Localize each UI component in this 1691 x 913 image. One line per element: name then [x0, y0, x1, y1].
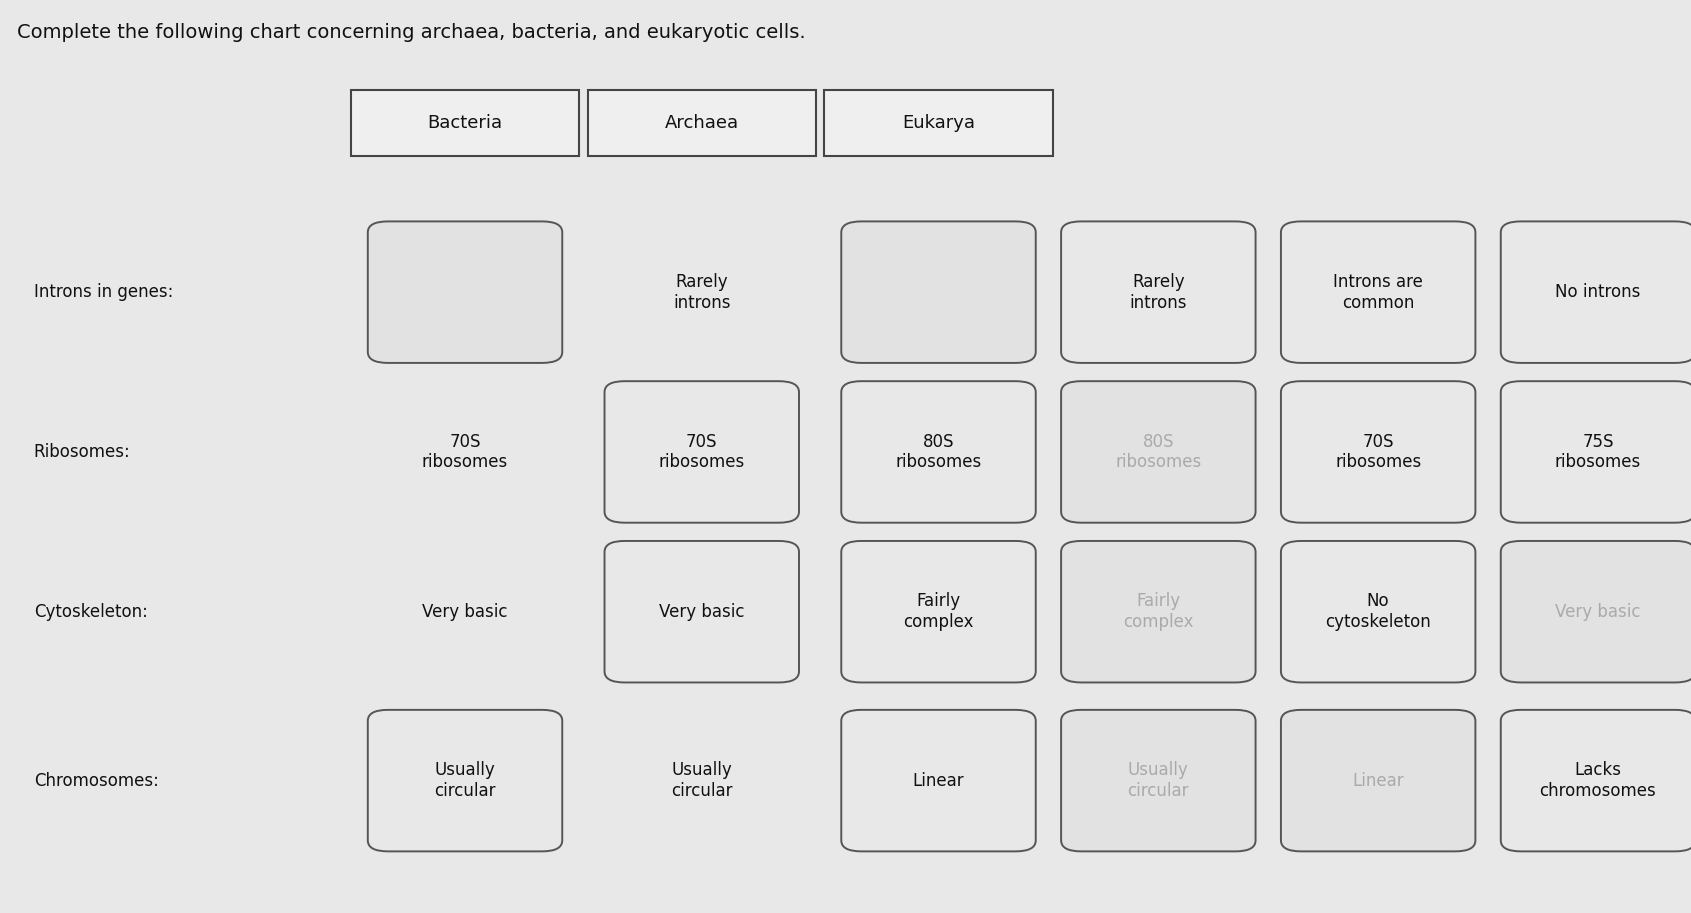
Text: No introns: No introns [1556, 283, 1640, 301]
Text: Usually
circular: Usually circular [1128, 761, 1189, 800]
Text: Introns in genes:: Introns in genes: [34, 283, 172, 301]
Text: 70S
ribosomes: 70S ribosomes [421, 433, 509, 471]
FancyBboxPatch shape [605, 382, 798, 522]
FancyBboxPatch shape [605, 540, 798, 683]
FancyBboxPatch shape [1280, 540, 1475, 683]
FancyBboxPatch shape [1502, 221, 1691, 363]
Text: Fairly
complex: Fairly complex [903, 593, 974, 631]
Text: Linear: Linear [1353, 771, 1404, 790]
Text: Archaea: Archaea [665, 114, 739, 132]
FancyBboxPatch shape [842, 382, 1035, 522]
Text: Eukarya: Eukarya [901, 114, 976, 132]
Text: Rarely
introns: Rarely introns [673, 273, 731, 311]
FancyBboxPatch shape [1062, 710, 1255, 851]
Text: Fairly
complex: Fairly complex [1123, 593, 1194, 631]
Text: 70S
ribosomes: 70S ribosomes [1334, 433, 1422, 471]
Text: Chromosomes:: Chromosomes: [34, 771, 159, 790]
FancyBboxPatch shape [369, 221, 561, 363]
FancyBboxPatch shape [369, 710, 561, 851]
FancyBboxPatch shape [1280, 382, 1475, 522]
Text: Very basic: Very basic [1556, 603, 1640, 621]
FancyBboxPatch shape [842, 710, 1035, 851]
Text: Complete the following chart concerning archaea, bacteria, and eukaryotic cells.: Complete the following chart concerning … [17, 23, 805, 42]
FancyBboxPatch shape [1062, 540, 1255, 683]
Text: Rarely
introns: Rarely introns [1130, 273, 1187, 311]
Text: Cytoskeleton:: Cytoskeleton: [34, 603, 147, 621]
Text: 80S
ribosomes: 80S ribosomes [895, 433, 982, 471]
Text: Very basic: Very basic [423, 603, 507, 621]
FancyBboxPatch shape [1062, 382, 1255, 522]
FancyBboxPatch shape [1062, 221, 1255, 363]
FancyBboxPatch shape [1502, 540, 1691, 683]
Text: No
cytoskeleton: No cytoskeleton [1326, 593, 1431, 631]
Text: Usually
circular: Usually circular [671, 761, 732, 800]
Text: Bacteria: Bacteria [428, 114, 502, 132]
FancyBboxPatch shape [1280, 221, 1475, 363]
FancyBboxPatch shape [825, 90, 1052, 156]
FancyBboxPatch shape [1280, 710, 1475, 851]
Text: Lacks
chromosomes: Lacks chromosomes [1539, 761, 1657, 800]
FancyBboxPatch shape [587, 90, 815, 156]
Text: Very basic: Very basic [659, 603, 744, 621]
FancyBboxPatch shape [352, 90, 578, 156]
Text: 70S
ribosomes: 70S ribosomes [658, 433, 746, 471]
Text: 75S
ribosomes: 75S ribosomes [1554, 433, 1642, 471]
FancyBboxPatch shape [1502, 710, 1691, 851]
FancyBboxPatch shape [842, 540, 1035, 683]
Text: Usually
circular: Usually circular [435, 761, 495, 800]
Text: 80S
ribosomes: 80S ribosomes [1114, 433, 1202, 471]
Text: Introns are
common: Introns are common [1333, 273, 1424, 311]
FancyBboxPatch shape [1502, 382, 1691, 522]
FancyBboxPatch shape [842, 221, 1035, 363]
Text: Linear: Linear [913, 771, 964, 790]
Text: Ribosomes:: Ribosomes: [34, 443, 130, 461]
